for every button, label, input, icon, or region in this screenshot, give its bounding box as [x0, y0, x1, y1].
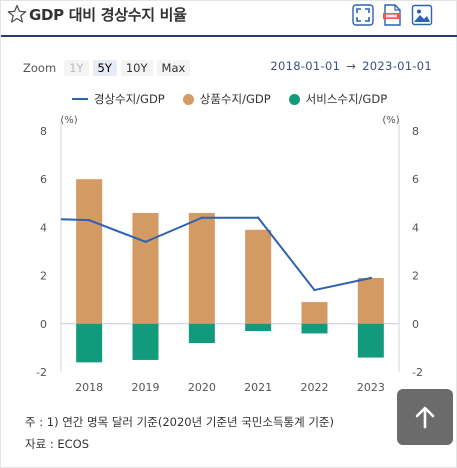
right-unit-label: (%)	[382, 115, 399, 126]
chart-plot: (%) (%) -2 0 2 4 6 8 -2 0 2 4 6 8 2018 2019 2020 2021…	[36, 115, 423, 394]
y-tick-label-left: 2	[40, 270, 47, 283]
x-tick-label: 2020	[188, 381, 216, 394]
x-tick-label: 2022	[301, 381, 329, 394]
bar-services-2018[interactable]	[76, 323, 103, 363]
legend-item-services[interactable]: 서비스수지/GDP	[288, 91, 388, 107]
y-tick-label-left: 6	[40, 173, 47, 186]
line-current-account[interactable]	[60, 216, 372, 292]
range-start[interactable]: 2018-01-01	[270, 59, 341, 73]
bar-services-2020[interactable]	[188, 323, 215, 344]
data-download-icon[interactable]	[381, 4, 403, 26]
zoom-controls: Zoom 1Y 5Y 10Y Max	[23, 59, 194, 77]
zoom-5y-button[interactable]: 5Y	[92, 60, 117, 76]
zoom-10y-button[interactable]: 10Y	[120, 60, 153, 76]
point-current-account-2022[interactable]	[313, 288, 316, 292]
legend-label: 상품수지/GDP	[199, 92, 271, 106]
chart-legend: 경상수지/GDP 상품수지/GDP 서비스수지/GDP	[1, 91, 457, 107]
left-unit-label: (%)	[60, 115, 77, 126]
bar-goods-2021[interactable]	[245, 229, 272, 324]
image-download-icon[interactable]	[411, 4, 433, 26]
source-note: 자료 : ECOS	[25, 437, 89, 451]
legend-goods-swatch	[182, 93, 194, 105]
bar-goods-2019[interactable]	[132, 212, 159, 324]
y-tick-label-left: 8	[40, 125, 47, 138]
bar-goods-2023[interactable]	[357, 278, 384, 324]
legend-label: 서비스수지/GDP	[305, 92, 388, 106]
range-end[interactable]: 2023-01-01	[362, 59, 432, 73]
point-current-account-2018[interactable]	[87, 218, 91, 222]
footnote: 주 : 1) 연간 명목 달러 기준(2020년 기준년 국민소득통계 기준)	[25, 415, 334, 429]
bar-services-2022[interactable]	[301, 323, 328, 334]
y-tick-label-right: 4	[412, 221, 419, 234]
y-tick-label-right: 8	[412, 125, 419, 138]
legend-item-current-account[interactable]: 경상수지/GDP	[71, 91, 165, 107]
scroll-top-button[interactable]	[397, 389, 453, 445]
legend-services-swatch	[288, 93, 300, 105]
x-tick-label: 2021	[244, 381, 272, 394]
arrow-up-icon	[415, 406, 435, 429]
legend-item-goods[interactable]: 상품수지/GDP	[182, 91, 271, 107]
y-tick-label-left: -2	[36, 366, 47, 379]
star-icon[interactable]	[7, 4, 27, 24]
bar-goods-2020[interactable]	[188, 212, 215, 324]
panel-header: GDP 대비 경상수지 비율	[1, 1, 457, 37]
point-current-account-2020[interactable]	[200, 216, 204, 219]
bar-services-2021[interactable]	[245, 323, 272, 332]
bar-services-2019[interactable]	[132, 323, 159, 360]
bar-services-2023[interactable]	[357, 323, 384, 358]
point-current-account-2019[interactable]	[144, 240, 147, 244]
zoom-1y-button[interactable]: 1Y	[64, 60, 89, 76]
x-tick-label: 2023	[357, 381, 385, 394]
y-tick-label-right: 6	[412, 173, 419, 186]
point-current-account-2021[interactable]	[256, 216, 260, 219]
x-tick-label: 2019	[132, 381, 160, 394]
legend-label: 경상수지/GDP	[93, 92, 165, 106]
y-tick-label-left: 0	[40, 318, 47, 331]
zoom-max-button[interactable]: Max	[156, 60, 191, 76]
page-title: GDP 대비 경상수지 비율	[29, 6, 187, 24]
bar-goods-2018[interactable]	[76, 179, 103, 324]
range-arrow: →	[346, 59, 357, 73]
y-tick-label-right: -2	[412, 366, 423, 379]
y-tick-label-right: 2	[412, 270, 419, 283]
x-tick-label: 2018	[75, 381, 103, 394]
y-tick-label-left: 4	[40, 221, 47, 234]
legend-line-swatch	[71, 98, 88, 100]
zoom-label: Zoom	[23, 61, 57, 75]
bar-goods-2022[interactable]	[301, 302, 328, 324]
date-range: 2018-01-01 → 2023-01-01	[270, 59, 432, 73]
fullscreen-icon[interactable]	[352, 4, 374, 26]
point-current-account-2023[interactable]	[369, 276, 373, 280]
y-tick-label-right: 0	[412, 318, 419, 331]
